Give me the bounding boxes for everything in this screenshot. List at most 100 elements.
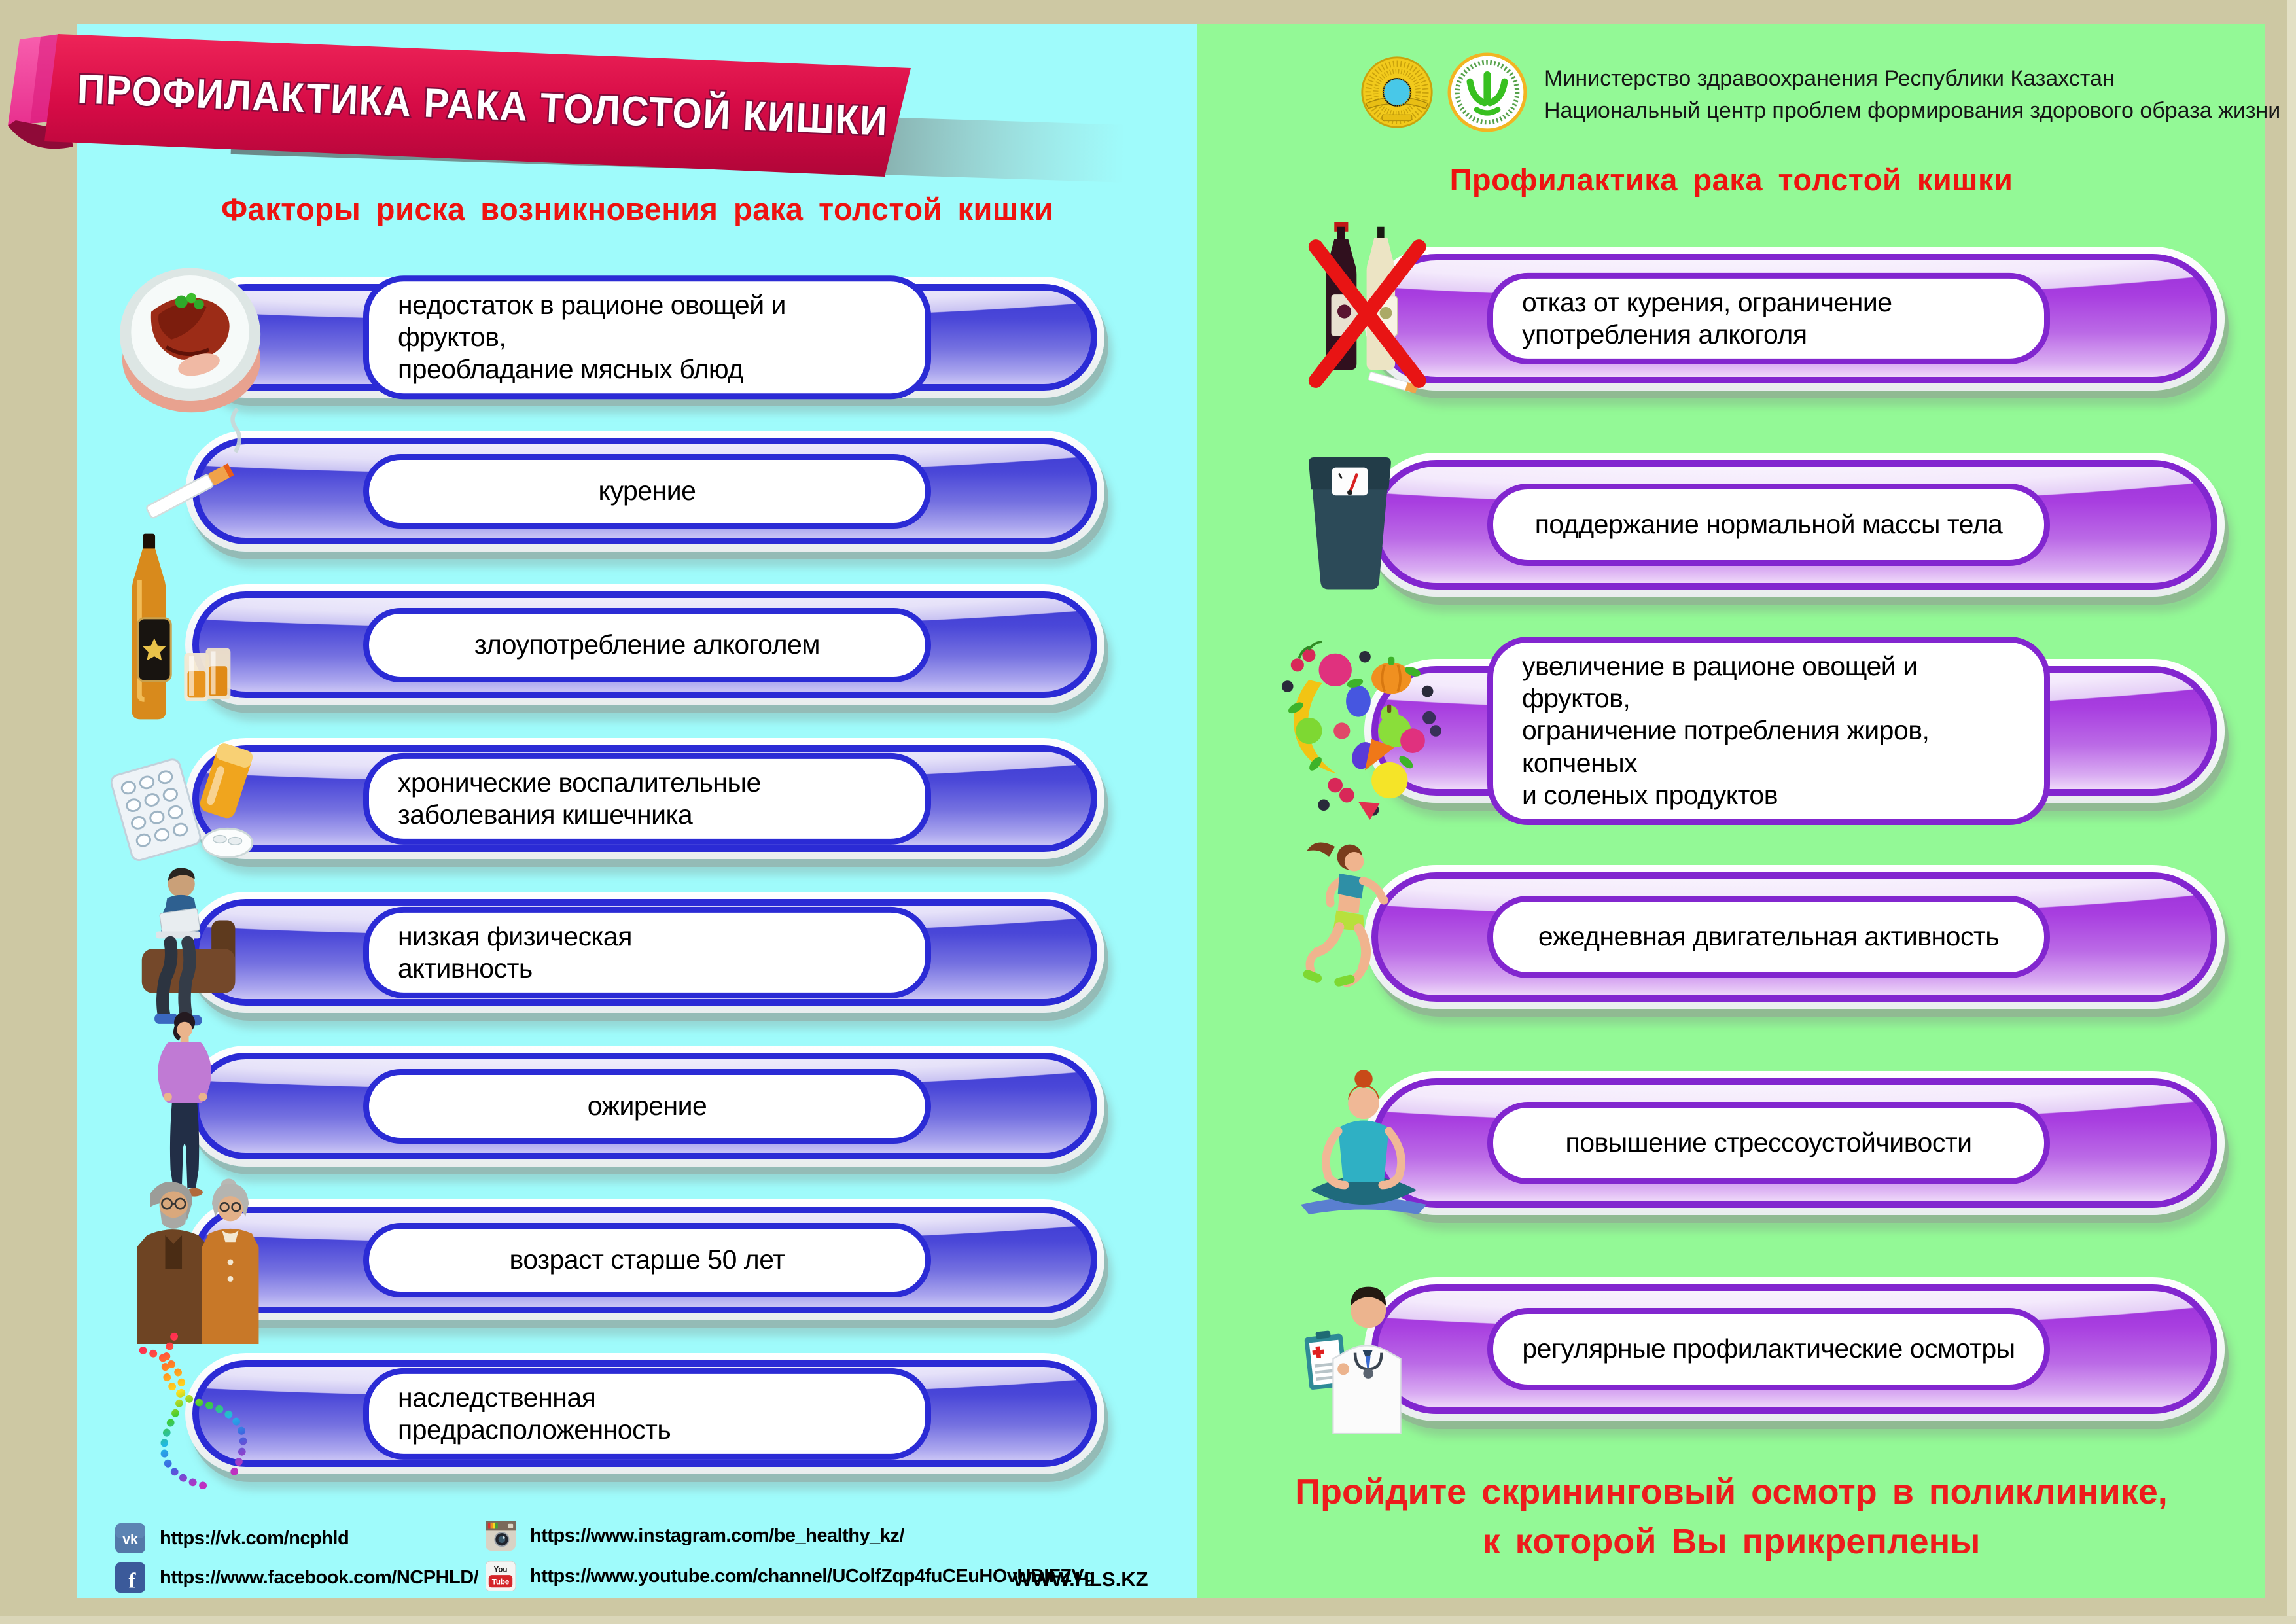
kazakhstan-emblem-icon [1360,55,1434,130]
pill-text: наследственная предрасположенность [398,1382,671,1445]
pill-text-box: злоупотребление алкоголем [363,607,931,682]
ministry-line2: Национальный центр проблем формирования … [1544,98,2281,124]
youtube-link[interactable]: You Tube https://www.youtube.com/channel… [486,1561,1095,1591]
prevention-item: поддержание нормальной массы тела [1309,453,2225,597]
pill-gradient: злоупотребление алкоголем [192,591,1097,698]
pill-capsule: низкая физическая активность [185,892,1104,1013]
screening-line2: к которой Вы прикреплены [1482,1521,1981,1561]
pill-gradient: хронические воспалительные заболевания к… [192,745,1097,852]
pill-gradient: увеличение в рационе овощей и фруктов, о… [1371,637,2217,825]
cigarette-icon [134,401,268,542]
pill-text: низкая физическая активность [398,921,632,983]
pill-gradient: повышение стрессоустойчивости [1371,1078,2217,1208]
pill-gradient: отказ от курения, ограничение употреблен… [1371,254,2217,383]
pill-capsule: отказ от курения, ограничение употреблен… [1364,247,2225,391]
obesity-icon [134,1004,234,1201]
weight-scale-icon [1295,450,1405,599]
facebook-url: https://www.facebook.com/NCPHLD/ [160,1566,479,1588]
pill-gradient: регулярные профилактические осмотры [1371,1284,2217,1414]
pill-text-box: низкая физическая активность [363,906,931,998]
pill-gradient: возраст старше 50 лет [192,1207,1097,1313]
doctor-icon [1292,1265,1441,1434]
risk-factor-item: хронические воспалительные заболевания к… [111,738,1104,861]
pill-text: ежедневная двигательная активность [1538,921,2000,952]
facebook-icon: f [115,1562,145,1593]
pill-capsule: ожирение [185,1046,1104,1167]
prevention-item: увеличение в рационе овощей и фруктов, о… [1281,637,2225,825]
instagram-url: https://www.instagram.com/be_healthy_kz/ [530,1525,904,1546]
pill-capsule: злоупотребление алкоголем [185,584,1104,705]
pill-text-box: отказ от курения, ограничение употреблен… [1487,272,2050,365]
meat-dish-icon [115,259,268,416]
title-ribbon: ПРОФИЛАКТИКА РАКА ТОЛСТОЙ КИШКИ [8,34,1125,183]
pill-capsule: наследственная предрасположенность [185,1353,1104,1474]
pill-text: увеличение в рационе овощей и фруктов, о… [1522,651,1930,810]
prevention-item: ежедневная двигательная активность [1303,842,2225,1009]
pill-capsule: возраст старше 50 лет [185,1199,1104,1320]
risk-factor-item: курение [146,407,1104,552]
pill-capsule: увеличение в рационе овощей и фруктов, о… [1364,637,2225,825]
risk-factor-item: низкая физическая активность [141,868,1104,1026]
pill-gradient: поддержание нормальной массы тела [1371,460,2217,590]
sedentary-person-icon [120,854,260,1036]
pill-text-box: ожирение [363,1068,931,1144]
prevention-list: отказ от курения, ограничение употреблен… [1281,222,2225,1434]
pill-text: недостаток в рационе овощей и фруктов, п… [398,289,786,385]
pill-text-box: наследственная предрасположенность [363,1368,931,1460]
screening-line1: Пройдите скрининговый осмотр в поликлини… [1295,1472,2168,1511]
youtube-url: https://www.youtube.com/channel/UColfZqp… [530,1565,1095,1587]
pill-text: регулярные профилактические осмотры [1522,1333,2015,1364]
pill-text-box: поддержание нормальной массы тела [1487,484,2050,566]
svg-text:vk: vk [122,1532,138,1547]
no-alcohol-icon [1295,219,1451,404]
svg-text:f: f [128,1569,136,1593]
pill-gradient: низкая физическая активность [192,899,1097,1006]
pill-capsule: хронические воспалительные заболевания к… [185,738,1104,859]
pill-text-box: повышение стрессоустойчивости [1487,1102,2050,1184]
risk-factor-item: злоупотребление алкоголем [132,533,1104,719]
vk-url: https://vk.com/ncphld [160,1527,349,1549]
running-woman-icon [1290,828,1417,1021]
pill-capsule: повышение стрессоустойчивости [1364,1071,2225,1215]
pill-capsule: ежедневная двигательная активность [1364,865,2225,1009]
meditation-icon [1286,1053,1441,1224]
page-edge-bottom [0,1616,2296,1624]
risk-factors-header: Факторы риска возникновения рака толстой… [221,192,1053,226]
risk-factors-list: недостаток в рационе овощей и фруктов, п… [111,267,1104,1490]
risk-factor-item: ожирение [158,1012,1104,1197]
pill-text: отказ от курения, ограничение употреблен… [1522,287,1892,349]
pill-text-box: увеличение в рационе овощей и фруктов, о… [1487,637,2050,825]
elderly-couple-icon [118,1169,275,1344]
facebook-link[interactable]: f https://www.facebook.com/NCPHLD/ [115,1562,479,1593]
pill-text-box: курение [363,453,931,529]
risk-factor-item: наследственная предрасположенность [139,1332,1104,1490]
health-center-logo-icon [1447,52,1527,132]
pill-text-box: недостаток в рационе овощей и фруктов, п… [363,275,931,400]
pill-text: ожирение [587,1090,707,1121]
instagram-link[interactable]: https://www.instagram.com/be_healthy_kz/ [486,1521,904,1551]
pill-capsule: регулярные профилактические осмотры [1364,1277,2225,1421]
pill-text: повышение стрессоустойчивости [1565,1127,1973,1158]
prevention-item: отказ от курения, ограничение употреблен… [1308,222,2225,394]
pill-gradient: ежедневная двигательная активность [1371,872,2217,1002]
ribbon-fold-shade [30,34,60,124]
pill-gradient: курение [192,438,1097,544]
pill-text-box: регулярные профилактические осмотры [1487,1308,2050,1390]
pill-gradient: ожирение [192,1053,1097,1159]
pill-gradient: наследственная предрасположенность [192,1360,1097,1467]
youtube-icon: You Tube [486,1561,516,1591]
pill-text: возраст старше 50 лет [509,1244,785,1275]
prevention-item: регулярные профилактические осмотры [1304,1277,2225,1434]
instagram-icon [486,1521,516,1551]
prevention-item: повышение стрессоустойчивости [1300,1070,2225,1215]
pill-text: курение [598,475,696,506]
dna-icon [121,1328,262,1506]
pills-icon [111,732,268,866]
risk-factor-item: возраст старше 50 лет [137,1178,1104,1344]
vk-link[interactable]: vk https://vk.com/ncphld [115,1523,349,1553]
website-url[interactable]: WWW.HLS.KZ [1013,1568,1148,1591]
ministry-text: Министерство здравоохранения Республики … [1544,63,2280,128]
ministry-line1: Министерство здравоохранения Республики … [1544,66,2115,91]
pill-text-box: возраст старше 50 лет [363,1222,931,1297]
